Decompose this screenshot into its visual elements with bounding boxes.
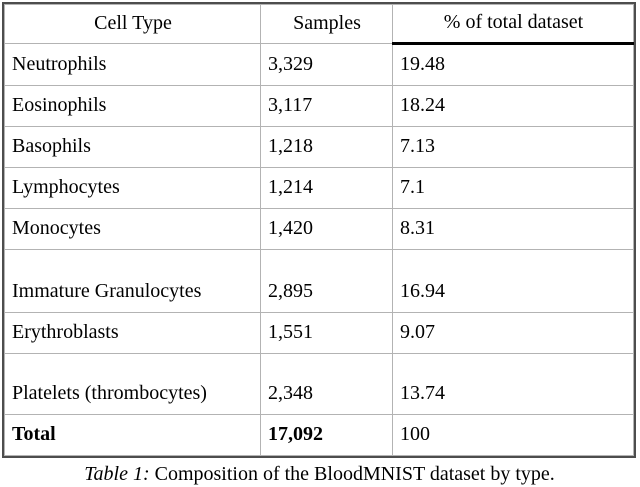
samples-cell: 3,117: [260, 85, 393, 127]
samples-cell: 1,420: [260, 208, 393, 250]
samples-cell: 1,214: [260, 167, 393, 209]
total-label-cell: Total: [4, 414, 261, 456]
percent-cell: 7.13: [392, 126, 634, 168]
total-percent-cell: 100: [392, 414, 634, 456]
cell-type-cell: Immature Granulocytes: [4, 249, 261, 313]
table-row: Erythroblasts 1,551 9.07: [4, 312, 634, 354]
cell-type-cell: Lymphocytes: [4, 167, 261, 209]
header-cell-type: Cell Type: [4, 4, 261, 44]
table-row: Neutrophils 3,329 19.48: [4, 43, 634, 86]
percent-cell: 8.31: [392, 208, 634, 250]
cell-type-cell: Platelets (thrombocytes): [4, 353, 261, 415]
table-row: Basophils 1,218 7.13: [4, 126, 634, 168]
table-row: Lymphocytes 1,214 7.1: [4, 167, 634, 209]
caption-label: Table 1:: [84, 463, 150, 485]
total-row: Total 17,092 100: [4, 414, 634, 456]
samples-cell: 2,348: [260, 353, 393, 415]
percent-cell: 16.94: [392, 249, 634, 313]
percent-cell: 7.1: [392, 167, 634, 209]
table-row: Platelets (thrombocytes) 2,348 13.74: [4, 353, 634, 415]
dataset-table-wrapper: Cell Type Samples % of total dataset Neu…: [2, 2, 636, 458]
table-row: Monocytes 1,420 8.31: [4, 208, 634, 250]
cell-type-cell: Eosinophils: [4, 85, 261, 127]
cell-type-cell: Neutrophils: [4, 43, 261, 86]
table-row: Immature Granulocytes 2,895 16.94: [4, 249, 634, 313]
percent-cell: 19.48: [392, 43, 634, 86]
percent-cell: 13.74: [392, 353, 634, 415]
dataset-table: Cell Type Samples % of total dataset Neu…: [4, 4, 634, 456]
header-samples: Samples: [260, 4, 393, 44]
samples-cell: 3,329: [260, 43, 393, 86]
percent-cell: 9.07: [392, 312, 634, 354]
samples-cell: 1,218: [260, 126, 393, 168]
cell-type-cell: Erythroblasts: [4, 312, 261, 354]
samples-cell: 2,895: [260, 249, 393, 313]
table-caption: Table 1: Composition of the BloodMNIST d…: [2, 463, 637, 486]
cell-type-cell: Basophils: [4, 126, 261, 168]
header-percent: % of total dataset: [392, 4, 634, 45]
percent-cell: 18.24: [392, 85, 634, 127]
cell-type-cell: Monocytes: [4, 208, 261, 250]
total-samples-cell: 17,092: [260, 414, 393, 456]
samples-cell: 1,551: [260, 312, 393, 354]
caption-text: Composition of the BloodMNIST dataset by…: [154, 463, 555, 485]
table-row: Eosinophils 3,117 18.24: [4, 85, 634, 127]
header-row: Cell Type Samples % of total dataset: [4, 4, 634, 45]
